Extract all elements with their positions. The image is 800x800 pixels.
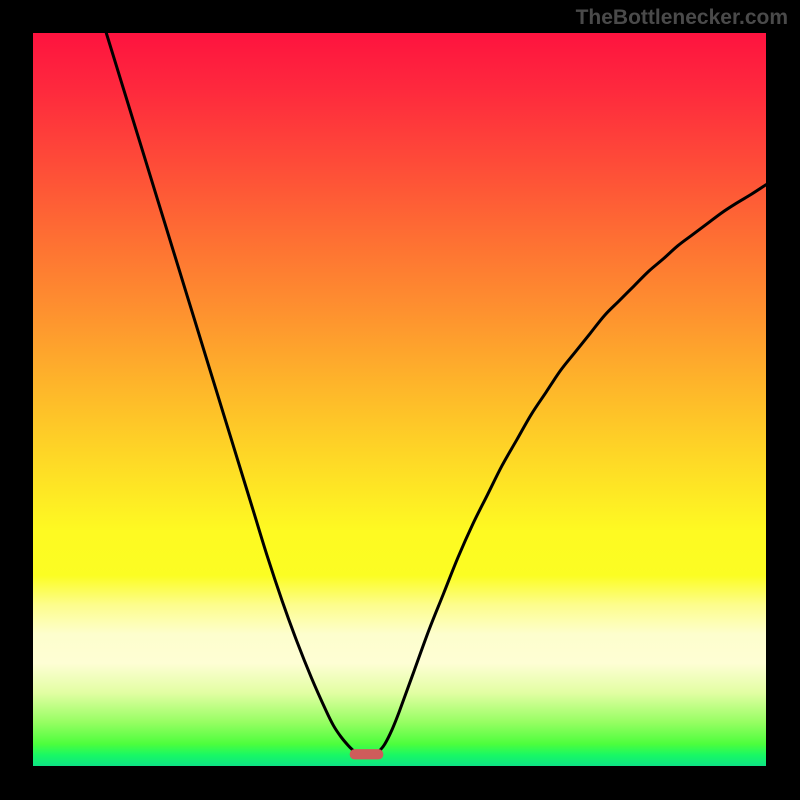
bottleneck-plot	[33, 33, 766, 766]
plot-svg	[33, 33, 766, 766]
plot-background	[33, 33, 766, 766]
watermark-text: TheBottlenecker.com	[576, 6, 788, 30]
bottleneck-marker	[350, 749, 384, 759]
